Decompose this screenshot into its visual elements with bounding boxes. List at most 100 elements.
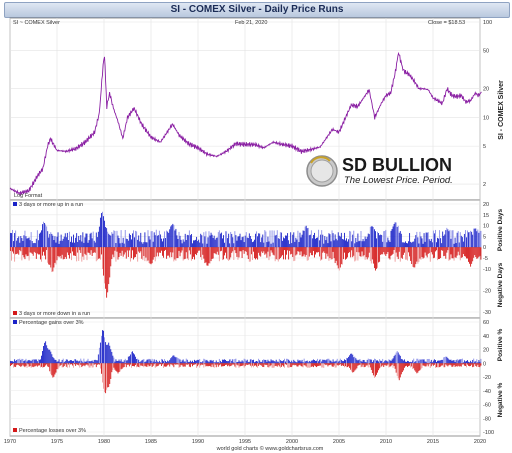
loss-bar <box>442 363 444 366</box>
loss-bar <box>110 247 112 267</box>
gain-bar <box>130 239 132 248</box>
gain-bar <box>355 237 357 248</box>
gain-bar <box>243 358 245 364</box>
gain-bar <box>462 362 464 364</box>
loss-bar <box>24 363 26 368</box>
gain-bar <box>399 231 401 248</box>
loss-bar <box>133 363 134 367</box>
loss-bar <box>11 247 12 261</box>
loss-bar <box>108 363 110 388</box>
loss-bar <box>372 247 374 264</box>
loss-bar <box>104 363 106 393</box>
loss-bar <box>117 247 119 260</box>
loss-bar <box>403 363 405 368</box>
gain-bar <box>444 356 446 364</box>
gain-bar <box>442 231 444 248</box>
gain-bar <box>393 356 395 364</box>
x-tick-label: 1995 <box>239 439 251 445</box>
loss-bar <box>362 247 364 257</box>
gain-bar <box>413 358 415 364</box>
loss-bar <box>235 247 237 254</box>
gain-bar <box>105 226 107 248</box>
y-tick-label: 20 <box>483 348 489 354</box>
gain-bar <box>133 353 134 364</box>
loss-bar <box>231 247 233 253</box>
loss-bar <box>414 247 416 268</box>
loss-bar <box>431 247 433 255</box>
loss-bar <box>33 247 35 252</box>
loss-bar <box>169 247 171 258</box>
gain-bar <box>329 360 331 364</box>
loss-bar <box>203 363 205 368</box>
loss-bar <box>293 247 295 262</box>
loss-bar <box>342 363 344 367</box>
gain-bar <box>18 359 20 364</box>
gain-bar <box>282 237 284 248</box>
gain-bar <box>305 360 307 364</box>
gain-bar <box>254 239 255 248</box>
gain-bar <box>106 228 108 248</box>
gain-bar <box>344 232 345 248</box>
gain-bar <box>447 229 449 248</box>
loss-bar <box>366 363 368 366</box>
loss-bar <box>120 247 122 256</box>
loss-bar <box>236 247 238 257</box>
gain-bar <box>138 235 140 248</box>
runs-down-legend-swatch <box>13 311 17 315</box>
gain-bar <box>352 354 354 364</box>
gain-bar <box>97 231 99 248</box>
gain-bar <box>468 232 469 248</box>
loss-bar <box>217 247 219 255</box>
gain-bar <box>423 233 425 248</box>
loss-bar <box>433 363 435 365</box>
gain-bar <box>268 361 270 364</box>
gain-bar <box>322 359 324 364</box>
loss-bar <box>130 247 132 259</box>
gain-bar <box>289 360 291 364</box>
loss-bar <box>285 247 286 260</box>
gain-bar <box>430 359 432 364</box>
loss-bar <box>111 363 113 373</box>
gain-bar <box>282 360 284 364</box>
gain-bar <box>151 231 153 248</box>
gain-bar <box>17 237 19 248</box>
runs-up-legend: 3 days or more up in a run <box>19 202 83 208</box>
loss-bar <box>467 363 468 365</box>
gain-bar <box>257 361 259 364</box>
loss-bar <box>327 247 329 257</box>
loss-bar <box>190 247 192 261</box>
gain-bar <box>154 235 156 248</box>
gain-bar <box>267 359 269 364</box>
loss-bar <box>226 247 228 259</box>
x-tick-label: 1990 <box>192 439 204 445</box>
loss-bar <box>233 363 235 365</box>
gain-bar <box>16 359 18 364</box>
gain-bar <box>229 243 231 248</box>
loss-bar <box>28 247 30 261</box>
gain-bar <box>11 233 12 248</box>
gain-bar <box>182 239 184 248</box>
loss-bar <box>179 363 181 367</box>
loss-bar <box>104 247 106 284</box>
loss-bar <box>253 247 254 252</box>
loss-bar <box>109 247 111 278</box>
loss-bar <box>124 363 126 365</box>
loss-bar <box>146 247 148 262</box>
loss-bar <box>318 363 320 366</box>
loss-bar <box>335 363 337 368</box>
gain-bar <box>164 359 165 364</box>
loss-bar <box>307 247 309 261</box>
gain-bar <box>220 232 222 248</box>
gain-bar <box>459 232 461 248</box>
gain-bar <box>148 358 150 364</box>
gain-bar <box>132 351 133 364</box>
gain-bar <box>55 242 57 248</box>
x-tick-label: 2020 <box>474 439 486 445</box>
loss-bar <box>474 247 476 256</box>
loss-bar <box>116 247 118 252</box>
loss-bar <box>360 363 362 368</box>
gain-bar <box>44 222 46 248</box>
loss-bar <box>22 363 24 365</box>
loss-bar <box>466 363 467 368</box>
gain-bar <box>335 360 337 364</box>
